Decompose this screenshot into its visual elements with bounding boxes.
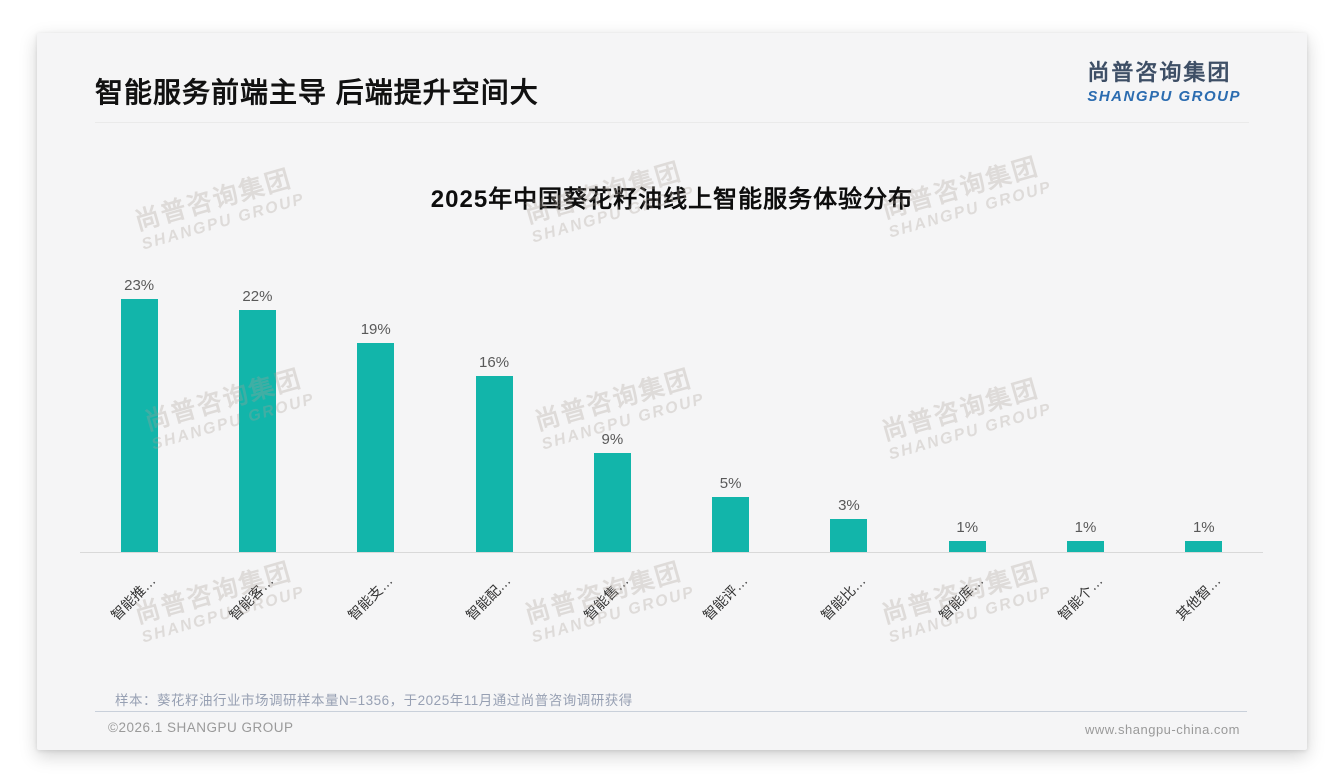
chart-title: 2025年中国葵花籽油线上智能服务体验分布: [430, 186, 914, 213]
bar-column: 1%: [1145, 519, 1263, 552]
bar-column: 1%: [908, 519, 1026, 552]
tick-cell: 智能推…: [80, 552, 198, 652]
footer-copyright: ©2026.1 SHANGPU GROUP: [108, 720, 294, 735]
bar-value-label: 16%: [479, 354, 510, 371]
bar-value-label: 1%: [1192, 519, 1215, 536]
bar-value-label: 9%: [601, 431, 624, 448]
category-label: 智能支…: [344, 572, 396, 624]
category-label: 其他智…: [1172, 572, 1224, 624]
bar-column: 22%: [198, 288, 316, 552]
bar: [1185, 541, 1223, 552]
bar: [238, 310, 276, 552]
bar-column: 16%: [435, 354, 553, 552]
bar-column: 1%: [1026, 519, 1144, 552]
bar-value-label: 22%: [242, 288, 273, 305]
footer-divider: [95, 711, 1247, 712]
bar-column: 23%: [80, 277, 198, 552]
slide-card: 智能服务前端主导 后端提升空间大 尚普咨询集团 SHANGPU GROUP 20…: [37, 33, 1307, 750]
bar: [120, 299, 158, 552]
bar-value-label: 5%: [719, 475, 742, 492]
sample-footnote: 样本：葵花籽油行业市场调研样本量N=1356，于2025年11月通过尚普咨询调研…: [115, 693, 633, 708]
bar-column: 19%: [317, 321, 435, 552]
logo-chinese-text: 尚普咨询集团: [1087, 60, 1232, 85]
bar-value-label: 1%: [1074, 519, 1097, 536]
company-logo: 尚普咨询集团 SHANGPU GROUP: [1087, 55, 1241, 105]
bar-value-label: 19%: [360, 321, 391, 338]
tick-cell: 智能库…: [908, 552, 1026, 652]
bar: [830, 519, 868, 552]
category-label: 智能评…: [699, 572, 751, 624]
category-label: 智能库…: [935, 572, 987, 624]
logo-english-text: SHANGPU GROUP: [1087, 88, 1241, 105]
category-label: 智能售…: [581, 572, 633, 624]
bar: [948, 541, 986, 552]
bar: [593, 453, 631, 552]
category-label: 智能比…: [817, 572, 869, 624]
bar-value-label: 3%: [838, 497, 860, 514]
footer-website: www.shangpu-china.com: [1084, 722, 1240, 737]
category-label: 智能客…: [226, 572, 278, 624]
header-divider: [95, 122, 1249, 123]
bar-column: 5%: [671, 475, 789, 552]
category-label: 智能配…: [462, 572, 514, 624]
bar-chart: 23% 22% 19% 16% 9% 5% 3% 1% 1% 1%: [80, 277, 1263, 552]
bar: [712, 497, 750, 552]
bar-value-label: 1%: [956, 519, 979, 536]
tick-cell: 智能支…: [317, 552, 435, 652]
category-label: 智能推…: [107, 572, 159, 624]
bar: [357, 343, 395, 552]
tick-cell: 智能配…: [435, 552, 553, 652]
bar-value-label: 23%: [124, 277, 155, 294]
tick-cell: 智能客…: [198, 552, 316, 652]
bar: [475, 376, 513, 552]
tick-cell: 智能售…: [553, 552, 671, 652]
tick-cell: 智能评…: [671, 552, 789, 652]
x-axis-tick-labels: 智能推… 智能客… 智能支… 智能配… 智能售… 智能评… 智能比… 智能库… 智能个… 其他智…: [80, 552, 1263, 652]
bar: [1067, 541, 1105, 552]
bar-column: 3%: [790, 497, 908, 552]
tick-cell: 智能比…: [790, 552, 908, 652]
category-label: 智能个…: [1054, 572, 1106, 624]
bar-column: 9%: [553, 431, 671, 552]
tick-cell: 智能个…: [1026, 552, 1144, 652]
tick-cell: 其他智…: [1145, 552, 1263, 652]
page-title: 智能服务前端主导 后端提升空间大: [95, 77, 539, 108]
x-axis-line: [80, 552, 1263, 553]
